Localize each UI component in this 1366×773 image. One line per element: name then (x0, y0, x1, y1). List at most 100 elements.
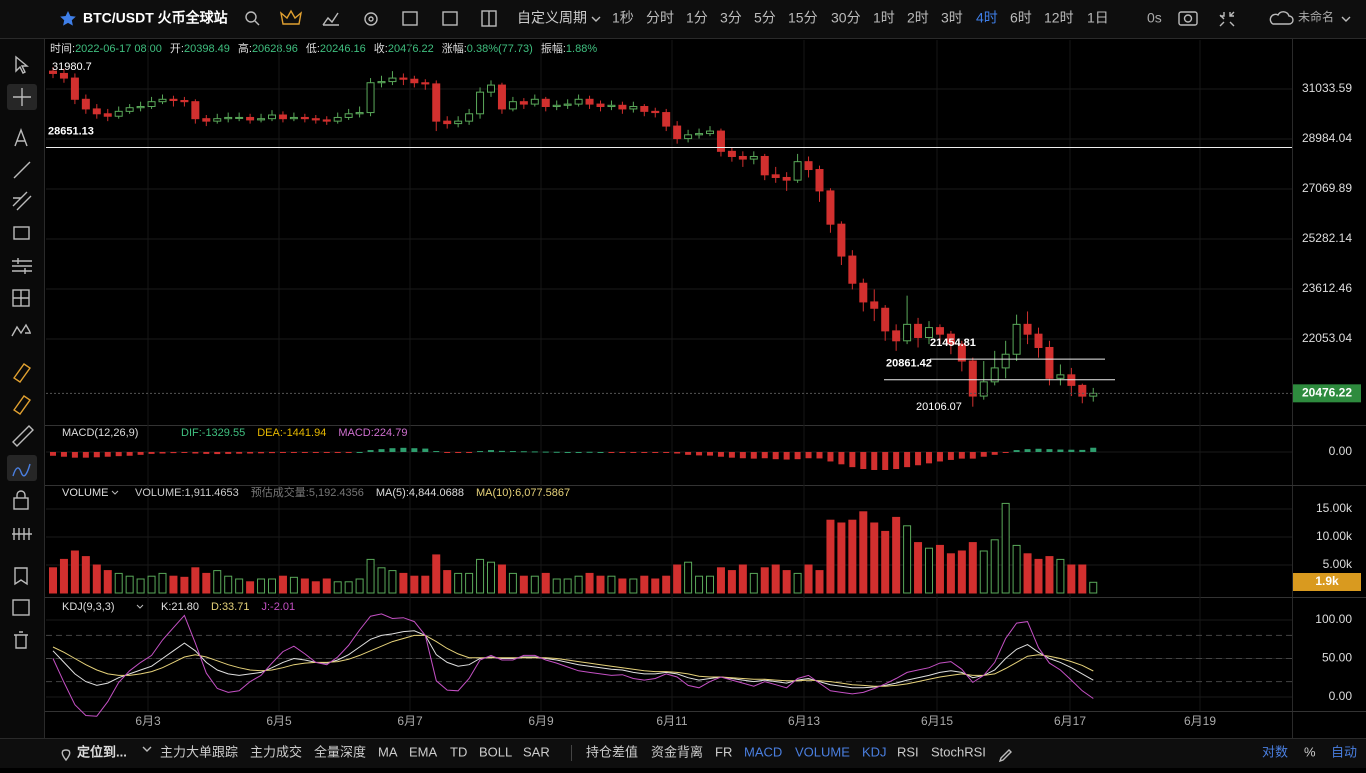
macd-bar (969, 451, 976, 459)
lock-tool[interactable] (13, 497, 29, 510)
period[interactable]: 1秒 (612, 10, 634, 26)
candle-body (59, 72, 68, 79)
text-tool[interactable] (14, 128, 28, 147)
period[interactable]: 6时 (1010, 10, 1032, 26)
period[interactable]: 15分 (788, 10, 818, 26)
drawing-tools[interactable] (11, 55, 34, 649)
period[interactable]: 3时 (941, 10, 963, 26)
camera-icon[interactable] (1183, 14, 1193, 23)
dropdown-arrow[interactable] (1341, 16, 1351, 22)
indicator-toggle[interactable]: SAR (523, 744, 550, 759)
cursor-tool[interactable] (15, 55, 29, 74)
hline-label: 21454.81 (930, 337, 976, 349)
candle-body (563, 103, 572, 106)
indicator-toggle[interactable]: 主力成交 (250, 744, 302, 759)
line-tool[interactable] (13, 161, 31, 179)
indicator-icon[interactable] (322, 12, 339, 26)
indicator-toggle[interactable]: FR (715, 744, 732, 759)
shape-tool[interactable] (13, 226, 30, 240)
locate[interactable]: 定位到... (76, 744, 127, 759)
volume-bar (946, 553, 955, 594)
macd-bar (739, 451, 746, 459)
edit-icon[interactable] (998, 749, 1012, 763)
visibility-tool[interactable] (12, 528, 32, 540)
object-tree-tool[interactable] (12, 599, 30, 616)
symbol[interactable]: BTC/USDT 火币全球站 (83, 10, 228, 26)
macd-bar (750, 451, 757, 459)
bookmark-tool[interactable] (14, 567, 28, 586)
search-icon[interactable] (254, 20, 260, 26)
candle-body (136, 106, 145, 109)
volume-bar (202, 572, 211, 594)
volume-bar (1056, 558, 1065, 594)
indicator-toggle[interactable]: TD (450, 744, 467, 759)
copy-icon[interactable] (442, 11, 458, 26)
indicator-toggle[interactable]: 主力大单跟踪 (160, 744, 238, 759)
indicator-toggle[interactable]: StochRSI (931, 744, 986, 759)
scale-toggle[interactable]: % (1304, 744, 1316, 759)
grid-tool[interactable] (13, 290, 29, 306)
lock-tool[interactable] (16, 490, 26, 498)
candle-body (191, 101, 200, 120)
indicator-toggle[interactable]: EMA (409, 744, 438, 759)
macd-bar (301, 451, 308, 453)
custom-period[interactable]: 自定义周期 (517, 10, 587, 26)
scale-toggle[interactable]: 对数 (1262, 744, 1288, 759)
period[interactable]: 2时 (907, 10, 929, 26)
crosshair-tool[interactable] (13, 88, 31, 106)
magnet-tool[interactable] (13, 395, 31, 415)
dropdown-arrow[interactable] (142, 746, 152, 752)
favorite-icon[interactable] (60, 11, 76, 26)
indicator-toggle[interactable]: RSI (897, 744, 919, 759)
settings-icon[interactable] (368, 16, 374, 22)
channel-tool[interactable] (12, 191, 32, 211)
stat-value: 5,192.4356 (309, 487, 364, 499)
pattern-tool[interactable] (11, 323, 31, 337)
indicator-toggle[interactable]: 全量深度 (314, 744, 366, 759)
template-icon[interactable] (402, 11, 418, 26)
delete-tool[interactable] (14, 631, 28, 649)
locate-icon[interactable] (61, 749, 71, 762)
period[interactable]: 1分 (686, 10, 708, 26)
settings-icon[interactable] (364, 12, 378, 26)
period[interactable]: 4时 (976, 10, 998, 26)
period[interactable]: 3分 (720, 10, 742, 26)
camera-icon[interactable] (1178, 11, 1198, 26)
period[interactable]: 分时 (646, 10, 674, 26)
indicator-toggle[interactable]: 资金背离 (651, 744, 703, 759)
macd-bar (82, 451, 89, 458)
ruler-tool[interactable] (12, 425, 34, 447)
indicator-toggle[interactable]: MACD (744, 744, 782, 759)
volume-bar (487, 561, 495, 594)
fib-tool[interactable] (12, 258, 32, 274)
hline-label: 20861.42 (886, 358, 932, 370)
indicator-toggle[interactable]: 持仓差值 (586, 744, 638, 759)
fullscreen-icon[interactable] (1219, 11, 1235, 27)
indicator-toggle[interactable]: MA (378, 744, 398, 759)
brush-tool[interactable] (12, 463, 31, 477)
search-icon[interactable] (245, 11, 257, 23)
y-tick-label: 10.00k (1316, 529, 1353, 543)
period[interactable]: 5分 (754, 10, 776, 26)
candle-body (388, 77, 397, 83)
bottom-icons[interactable] (61, 746, 1012, 763)
candle-body (727, 150, 736, 157)
dropdown-arrow[interactable] (591, 16, 601, 22)
layout-name[interactable]: 未命名 (1298, 9, 1334, 24)
volume-bar (826, 519, 835, 594)
top-icons[interactable] (245, 9, 1351, 27)
volume-bar (311, 581, 320, 594)
indicator-toggle[interactable]: VOLUME (795, 744, 850, 759)
period[interactable]: 12时 (1044, 10, 1074, 26)
indicator-toggle[interactable]: BOLL (479, 744, 512, 759)
indicator-toggle[interactable]: KDJ (862, 744, 887, 759)
period[interactable]: 1时 (873, 10, 895, 26)
crown-icon[interactable] (279, 9, 303, 25)
period[interactable]: 1日 (1087, 10, 1109, 26)
candle-body (300, 116, 309, 120)
period[interactable]: 30分 (831, 10, 861, 26)
macd-bar (564, 451, 571, 453)
cloud-icon[interactable] (1269, 11, 1294, 25)
magnet-tool[interactable] (13, 363, 31, 383)
scale-toggle[interactable]: 自动 (1331, 744, 1357, 759)
